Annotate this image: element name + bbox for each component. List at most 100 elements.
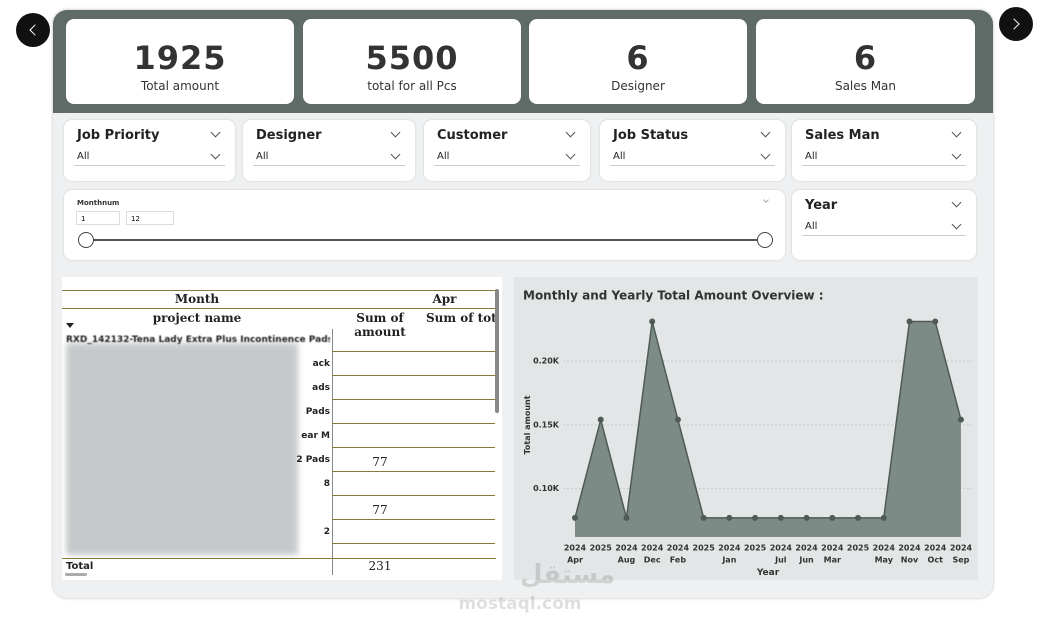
kpi-label: Sales Man [834,79,897,93]
header: project name [152,311,242,325]
kpi-card: 5500 total for all Pcs [303,19,521,104]
row-line [332,471,495,472]
y-tick-label: 0.10K [533,484,560,493]
blurred-names [66,343,298,555]
slicer[interactable]: Designer All [243,120,415,181]
point [777,514,784,521]
point [674,416,681,423]
x-tick-label: Feb [670,556,687,565]
row-line [332,351,495,352]
x-tick-label: Nov [901,556,919,565]
row-line [332,519,495,520]
slider-handle[interactable] [78,232,94,248]
month-slider[interactable]: Monthnum 1 12 [64,190,785,260]
slicer[interactable]: Job Priority All [64,120,235,181]
x-tick-label: 2024 [898,544,921,553]
slicer-line [434,165,580,166]
project-name: ads [312,383,330,393]
slider-handle[interactable] [757,232,773,248]
slider-track [86,239,766,241]
project-name: 2 Pads [296,455,330,465]
x-tick-label: 2025 [693,544,716,553]
slider-min[interactable]: 1 [76,211,120,225]
slicer-value: All [805,221,818,232]
amount: 77 [372,455,388,469]
slicer-value: All [256,151,269,162]
slicer-line [74,165,225,166]
project-name: Pads [305,407,330,417]
project-name: ack [312,359,330,369]
point [752,514,759,521]
x-tick-label: Aug [618,556,636,565]
point [855,514,862,521]
slider-max[interactable]: 12 [126,211,174,225]
next-button[interactable] [999,7,1033,41]
x-tick-label: Mar [824,556,841,565]
x-tick-label: 2024 [641,544,664,553]
slicer[interactable]: Year All [792,190,976,260]
row-line [332,495,495,496]
total-amount: 231 [368,559,392,573]
amount: 77 [372,503,388,517]
header: Apr [432,292,457,306]
slicer[interactable]: Customer All [424,120,590,181]
slicer-title: Customer [437,128,508,143]
row-line [332,399,495,400]
kpi-value: 6 [626,39,650,77]
slicer-value: All [77,151,90,162]
watermark: مستقل [520,560,615,590]
x-tick-label: Sep [952,556,969,565]
x-tick-label: 2025 [744,544,767,553]
x-tick-label: 2024 [924,544,947,553]
point [880,514,887,521]
slicer[interactable]: Job Status All [600,120,785,181]
x-tick-label: 2024 [770,544,793,553]
slicer[interactable]: Sales Man All [792,120,976,181]
point [726,514,733,521]
slider-title: Monthnum [77,199,120,207]
slicer-value: All [613,151,626,162]
x-tick-label: 2024 [821,544,844,553]
x-tick-label: Dec [644,556,661,565]
kpi-card: 6 Designer [529,19,747,104]
x-axis-label: Year [756,568,780,578]
x-tick-label: Oct [928,556,944,565]
x-tick-label: Jun [798,556,814,565]
slicer-title: Job Priority [77,128,160,143]
point [932,318,939,325]
total-label: Total [66,561,94,572]
point [572,514,578,521]
matrix-table: Month Apr project name Sum of amount Sum… [62,277,502,580]
kpi-card: 1925 Total amount [66,19,294,104]
slicer-title: Year [805,198,838,213]
y-tick-label: 0.15K [533,420,560,429]
x-tick-label: 2024 [950,544,973,553]
point [906,318,913,325]
point [700,514,707,521]
slicer-title: Job Status [613,128,689,143]
row-line [332,423,495,424]
x-tick-label: 2024 [564,544,587,553]
point [597,416,604,423]
kpi-value: 5500 [365,39,459,77]
y-tick-label: 0.20K [533,357,560,366]
chart-title: Monthly and Yearly Total Amount Overview… [523,289,824,303]
area [575,321,961,537]
header: Sum of total [426,311,498,325]
project-name: 2 [323,527,330,537]
slicer-line [253,165,405,166]
x-tick-label: Jul [774,556,787,565]
x-tick-label: 2024 [873,544,896,553]
x-tick-label: 2024 [615,544,638,553]
row-line [332,375,495,376]
kpi-value: 1925 [133,39,227,77]
x-tick-label: May [875,556,894,565]
x-tick-label: 2025 [847,544,870,553]
project-name: 8 [323,479,330,489]
kpi-value: 6 [853,39,878,77]
slicer-title: Designer [256,128,322,143]
prev-button[interactable] [16,13,50,47]
project-name: ear M [301,431,330,441]
point [649,318,656,325]
